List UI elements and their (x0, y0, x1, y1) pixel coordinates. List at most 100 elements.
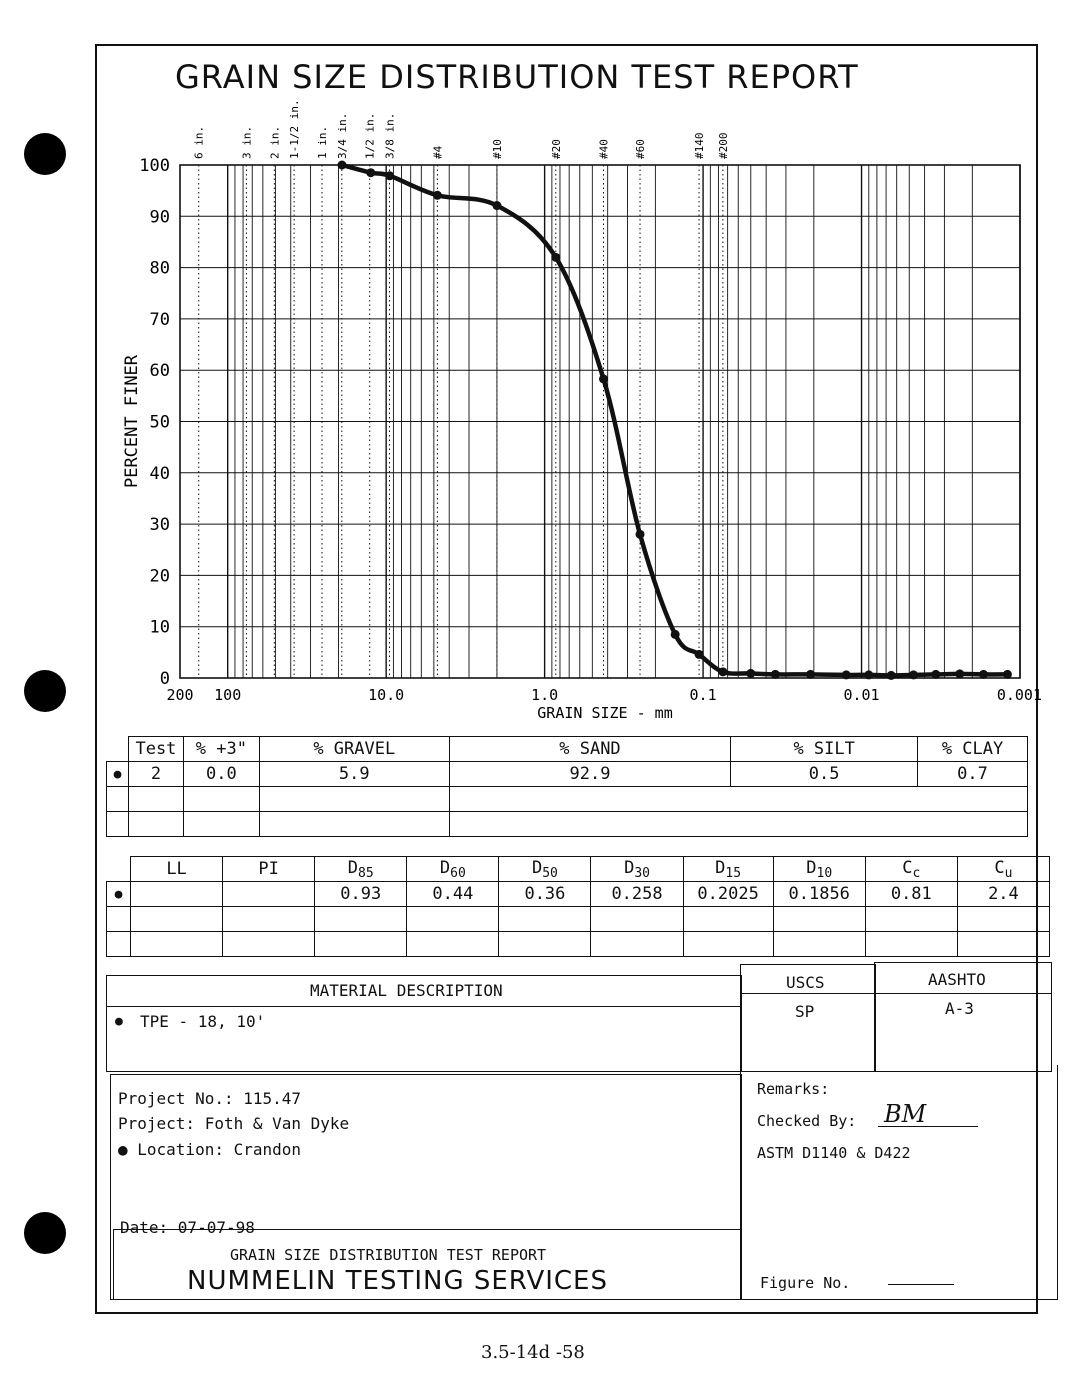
sieve-label: #10 (491, 139, 504, 159)
data-point (978, 669, 988, 679)
material-description-box (106, 975, 742, 1072)
data-point (492, 201, 502, 211)
x-tick-label: 10.0 (368, 686, 404, 704)
d85-value: 0.93 (314, 881, 408, 907)
uscs-header: USCS (786, 973, 825, 992)
gradation-summary-table: Test % +3" % GRAVEL % SAND % SILT % CLAY… (106, 736, 1029, 837)
aashto-header: AASHTO (928, 970, 986, 989)
remarks-box (740, 1065, 1058, 1300)
data-point (599, 374, 609, 384)
cc-sub: c (912, 865, 921, 881)
sand-value: 92.9 (448, 761, 732, 787)
sieve-label: #4 (431, 145, 444, 159)
report-frame (95, 44, 1038, 1314)
y-tick-label: 60 (150, 361, 170, 381)
checked-by-signature: BM (884, 1100, 927, 1128)
data-point (908, 670, 918, 680)
cc-value: 0.81 (864, 881, 958, 907)
data-point (955, 669, 965, 679)
data-point (805, 669, 815, 679)
gradation-curve (341, 162, 1008, 678)
data-point (718, 667, 728, 677)
project-info-box (110, 1074, 742, 1300)
data-point (694, 649, 704, 659)
sieve-label: #200 (717, 133, 730, 160)
data-point (770, 669, 780, 679)
cc-header: Cc (864, 856, 958, 882)
material-description-header: MATERIAL DESCRIPTION (310, 981, 503, 1000)
x-tick-label: 0.01 (843, 686, 879, 704)
sieve-label: 1/2 in. (364, 113, 377, 159)
y-tick-label: 20 (150, 566, 170, 586)
pi-header: PI (222, 856, 316, 882)
aashto-box (874, 962, 1052, 1072)
material-description-value: TPE - 18, 10' (140, 1012, 266, 1031)
data-point (841, 670, 851, 680)
d60-sub: 60 (450, 865, 466, 881)
sieve-label: 1-1/2 in. (288, 99, 301, 159)
d15-header: D15 (682, 856, 774, 882)
d10-sub: 10 (816, 865, 833, 881)
gravel-value: 5.9 (258, 761, 450, 787)
y-tick-label: 80 (150, 259, 170, 279)
d60-value: 0.44 (406, 881, 500, 907)
d85-header: D85 (314, 856, 408, 882)
figure-no-label: Figure No. (760, 1274, 851, 1292)
remarks-label: Remarks: (757, 1080, 830, 1098)
sieve-label: 6 in. (193, 126, 206, 159)
y-tick-label: 30 (150, 515, 170, 535)
plus3-value: 0.0 (182, 761, 260, 787)
data-point (385, 171, 395, 181)
data-point (337, 160, 347, 170)
d15-value: 0.2025 (682, 881, 774, 907)
uscs-box (740, 964, 876, 1072)
binder-hole-top (24, 133, 66, 175)
y-tick-label: 100 (139, 156, 170, 176)
sieve-label: #60 (634, 139, 647, 159)
d10-value: 0.1856 (772, 881, 866, 907)
project-number: Project No.: 115.47 (118, 1089, 302, 1108)
data-point (366, 168, 376, 178)
sieve-label: #140 (693, 133, 706, 160)
gravel-header: % GRAVEL (258, 736, 450, 762)
sieve-label: 3/8 in. (384, 113, 397, 159)
sand-header: % SAND (448, 736, 732, 762)
test-value: 2 (127, 761, 184, 787)
test-header: Test (127, 736, 184, 762)
y-tick-label: 90 (150, 207, 170, 227)
data-point (432, 190, 442, 200)
sieve-label: 2 in. (268, 126, 281, 159)
d15-sub: 15 (725, 865, 742, 881)
d50-sub: 50 (542, 865, 558, 881)
company-name: NUMMELIN TESTING SERVICES (187, 1266, 608, 1296)
ll-value (130, 881, 224, 907)
footer-report-title: GRAIN SIZE DISTRIBUTION TEST REPORT (230, 1246, 547, 1264)
report-title: GRAIN SIZE DISTRIBUTION TEST REPORT (175, 58, 859, 96)
data-point (864, 670, 874, 680)
ll-header: LL (130, 856, 224, 882)
aashto-value: A-3 (945, 999, 974, 1018)
sieve-label: 3 in. (240, 126, 253, 159)
binder-hole-bottom (24, 1212, 66, 1254)
x-tick-label: 200 (166, 686, 193, 704)
d30-header: D30 (590, 856, 684, 882)
grain-size-chart: 6 in. 3 in. 2 in. 1-1/2 in. 1 in. 3/4 in. 1/2 … (122, 99, 1042, 722)
signature-line (878, 1126, 978, 1127)
sieve-label: 1 in. (316, 126, 329, 159)
footer-title-box (113, 1229, 742, 1300)
cu-value: 2.4 (956, 881, 1051, 907)
y-tick-label: 50 (150, 413, 170, 433)
data-point (746, 668, 756, 678)
d85-sub: 85 (358, 865, 374, 881)
astm-standard: ASTM D1140 & D422 (757, 1144, 911, 1162)
plus3-header: % +3" (182, 736, 260, 762)
x-tick-label: 0.1 (690, 686, 717, 704)
project-date: Date: 07-07-98 (120, 1218, 255, 1237)
uscs-value: SP (795, 1002, 815, 1021)
sieve-label: #40 (598, 139, 611, 159)
d50-value: 0.36 (498, 881, 592, 907)
silt-value: 0.5 (730, 761, 919, 787)
d60-header: D60 (406, 856, 500, 882)
silt-header: % SILT (730, 736, 919, 762)
x-tick-label: 100 (214, 686, 241, 704)
